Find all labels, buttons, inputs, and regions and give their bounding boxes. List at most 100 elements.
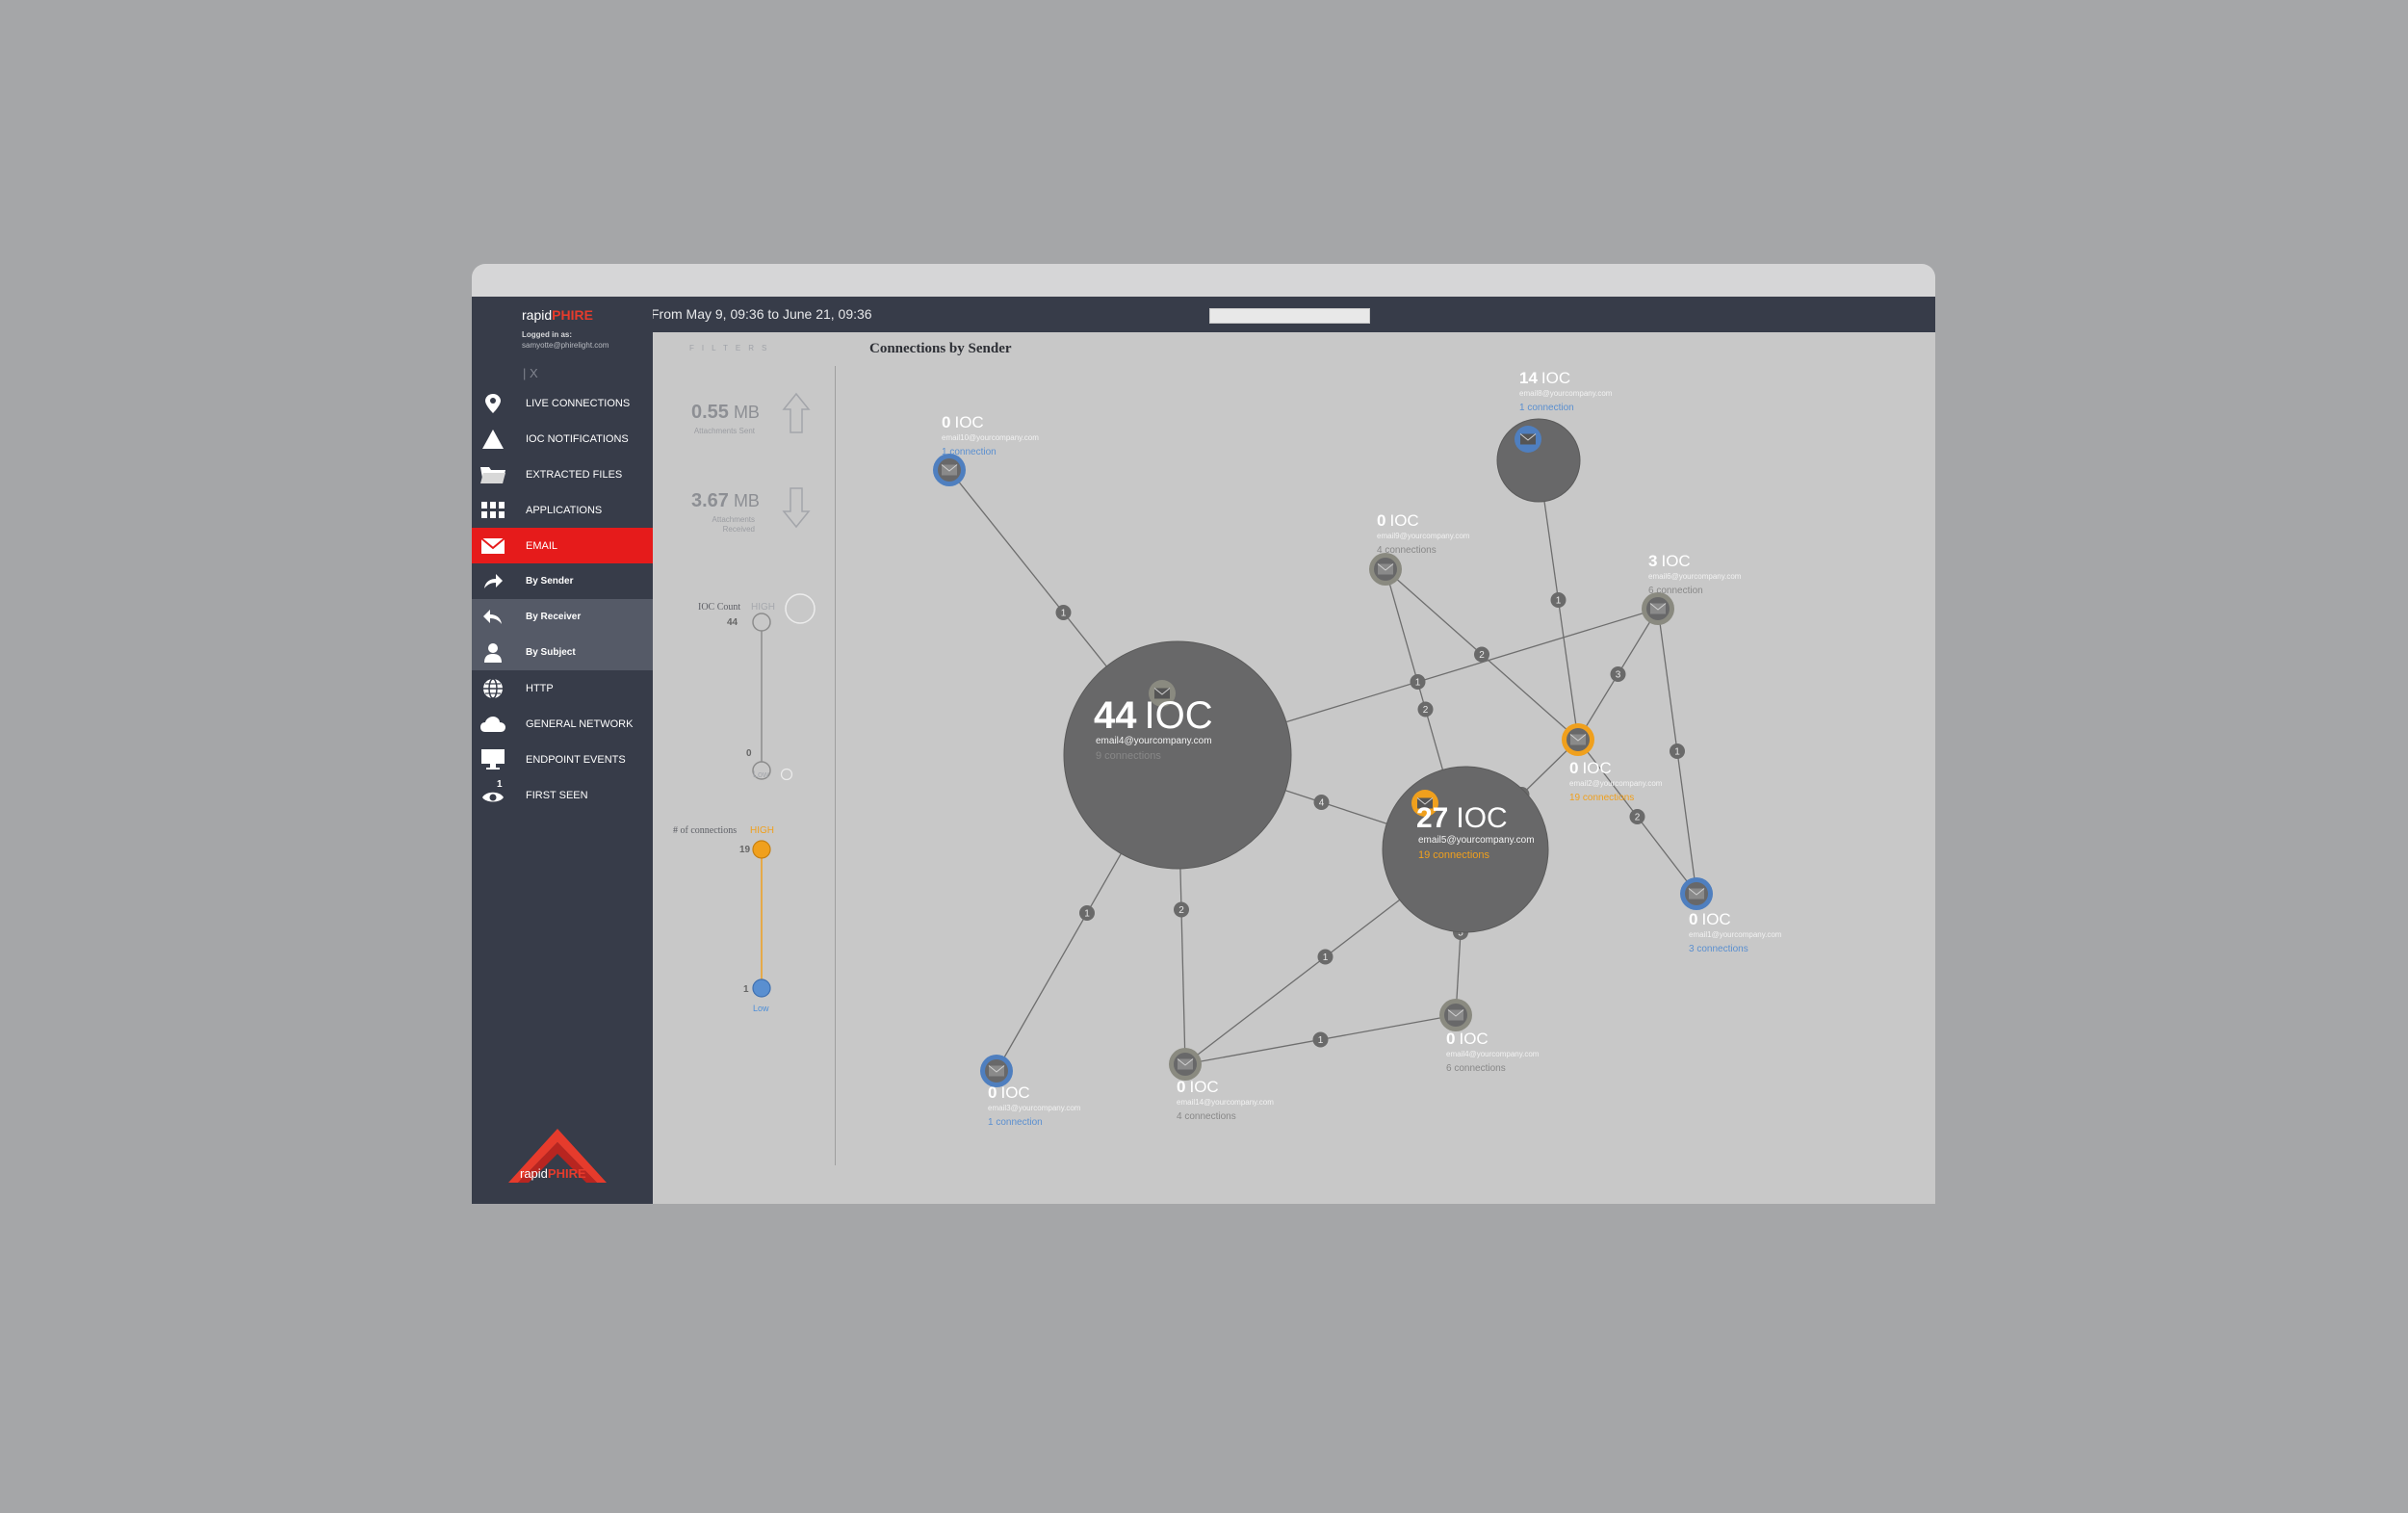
envelope-icon xyxy=(941,464,958,476)
ioc-max-value: 44 xyxy=(727,617,738,628)
edge-count-badge[interactable]: 2 xyxy=(1417,701,1434,717)
node-n14[interactable]: 0 IOC email14@yourcompany.com 4 connections xyxy=(1169,1048,1274,1122)
node-n4b[interactable]: 0 IOC email4@yourcompany.com 6 connections xyxy=(1439,999,1540,1074)
date-range[interactable]: From May 9, 09:36 to June 21, 09:36 xyxy=(651,306,872,322)
sidebar-item-by-receiver[interactable]: By Receiver xyxy=(472,599,653,635)
download-arrow-icon xyxy=(782,487,811,529)
filters-title: FILTERS xyxy=(689,344,775,352)
edge-count-label: 2 xyxy=(1178,905,1184,916)
ioc-count-value: 0 xyxy=(988,1083,997,1102)
edge-count-label: 1 xyxy=(1415,678,1421,689)
edge-count-badge[interactable]: 2 xyxy=(1474,646,1489,663)
edge-count-badge[interactable]: 2 xyxy=(1629,809,1645,824)
envelope-body xyxy=(1650,603,1666,614)
node-email: email4@yourcompany.com xyxy=(1096,736,1212,746)
edge-count-badge[interactable]: 1 xyxy=(1312,1031,1329,1048)
ioc-high-toggle[interactable] xyxy=(784,592,816,625)
sidebar-item-live-connections[interactable]: LIVE CONNECTIONS xyxy=(472,385,653,421)
ioc-suffix: IOC xyxy=(1456,802,1507,834)
filters-panel: FILTERS 0.55 MB Attachments Sent 3.67 MB A… xyxy=(653,332,836,1204)
edge-count-badge[interactable]: 1 xyxy=(1055,605,1072,620)
sidebar-item-label: By Sender xyxy=(526,576,574,587)
envelope-body xyxy=(1689,888,1704,900)
edge-badge-circle xyxy=(1417,701,1434,717)
node-n10[interactable]: 0 IOC email10@yourcompany.com 1 connection xyxy=(933,413,1039,486)
sidebar-item-first-seen[interactable]: 1 FIRST SEEN xyxy=(472,777,653,813)
envelope-flap xyxy=(988,1065,1005,1073)
connections-max-value: 19 xyxy=(739,845,751,855)
node-bubble xyxy=(1063,640,1292,870)
node-n3[interactable]: 0 IOC email3@yourcompany.com 1 connection xyxy=(980,1055,1081,1128)
envelope-icon xyxy=(988,1065,1005,1077)
sidebar-item-ioc-notifications[interactable]: IOC NOTIFICATIONS xyxy=(472,421,653,457)
node-n1[interactable]: 0 IOC email1@yourcompany.com 3 connections xyxy=(1680,877,1782,954)
edge-count-badge[interactable]: 1 xyxy=(1317,949,1333,965)
node-ioc-count: 0 IOC xyxy=(942,413,984,431)
envelope-body xyxy=(1154,688,1170,699)
sidebar-item-extracted-files[interactable]: EXTRACTED FILES xyxy=(472,457,653,492)
ioc-low-toggle[interactable] xyxy=(780,768,793,781)
edge-count-badge[interactable]: 4 xyxy=(1313,795,1330,810)
node-email: email9@yourcompany.com xyxy=(1377,532,1470,540)
edge-count-label: 1 xyxy=(1084,909,1090,920)
ioc-low-label: Low xyxy=(753,770,769,779)
envelope-icon xyxy=(1569,734,1587,745)
attachments-sent-value: 0.55 MB xyxy=(691,402,760,424)
connections-low-label: Low xyxy=(753,1004,769,1013)
envelope-flap xyxy=(941,464,958,472)
edge-badge-circle xyxy=(1474,646,1489,663)
envelope-flap xyxy=(1569,734,1587,742)
sidebar-item-general-network[interactable]: GENERAL NETWORK xyxy=(472,706,653,742)
envelope-flap xyxy=(1416,797,1434,805)
node-connections: 1 connection xyxy=(988,1117,1043,1128)
ioc-count-slider[interactable] xyxy=(751,612,772,785)
sidebar-item-by-subject[interactable]: By Subject xyxy=(472,635,653,670)
edge-count-badge[interactable]: 1 xyxy=(1079,905,1095,921)
ioc-suffix: IOC xyxy=(1389,511,1418,530)
brand-logo: rapidPHIRE xyxy=(522,307,593,323)
ioc-count-value: 0 xyxy=(1569,759,1578,777)
grid-icon xyxy=(479,499,506,522)
node-n6[interactable]: 3 IOC email6@yourcompany.com 6 connection xyxy=(1642,552,1742,625)
eye-icon xyxy=(479,784,506,807)
sidebar-item-label: APPLICATIONS xyxy=(526,504,603,516)
connections-slider[interactable] xyxy=(751,839,772,1006)
node-connections: 1 connection xyxy=(1519,403,1574,413)
edge-count-badge[interactable]: 1 xyxy=(1670,743,1685,759)
connections-label: # of connections xyxy=(673,825,738,836)
upload-arrow-icon xyxy=(782,392,811,433)
node-n2[interactable]: 0 IOC email2@yourcompany.com 19 connections xyxy=(1562,723,1663,803)
node-connections: 6 connection xyxy=(1648,586,1703,596)
node-n8[interactable]: 14 IOC email8@yourcompany.com 1 connection xyxy=(1496,369,1613,503)
received-unit: MB xyxy=(733,491,760,510)
edge-count-label: 1 xyxy=(1556,596,1562,607)
node-ioc-count: 0 IOC xyxy=(1177,1078,1219,1096)
edge-count-badge[interactable]: 2 xyxy=(1174,901,1189,918)
envelope-flap xyxy=(1688,888,1705,896)
node-n9[interactable]: 0 IOC email9@yourcompany.com 4 connections xyxy=(1369,511,1470,586)
sidebar-item-email[interactable]: EMAIL xyxy=(472,528,653,563)
search-input[interactable] xyxy=(1209,308,1370,324)
edge-badge-circle xyxy=(1550,592,1566,608)
edge-count-badge[interactable]: 1 xyxy=(1410,674,1426,690)
edge-count-badge[interactable]: 1 xyxy=(1550,592,1566,608)
node-ioc-count: 0 IOC xyxy=(1689,910,1731,928)
sidebar-item-by-sender[interactable]: By Sender xyxy=(472,563,653,599)
sidebar-item-endpoint-events[interactable]: ENDPOINT EVENTS xyxy=(472,742,653,777)
node-connections: 9 connections xyxy=(1096,750,1161,762)
connections-high-label: HIGH xyxy=(750,825,774,836)
collapse-button[interactable]: | X xyxy=(523,366,538,380)
bottom-brand-rapid: rapid xyxy=(520,1166,548,1181)
edge-badge-circle xyxy=(1610,666,1626,682)
edge-count-badge[interactable]: 3 xyxy=(1610,666,1626,682)
sidebar-item-applications[interactable]: APPLICATIONS xyxy=(472,492,653,528)
node-ioc-count: 3 IOC xyxy=(1648,552,1691,570)
edge-badge-circle xyxy=(1079,905,1095,921)
graph-title: Connections by Sender xyxy=(869,341,1012,356)
envelope-flap xyxy=(1153,688,1171,695)
sidebar-item-label: HTTP xyxy=(526,682,554,694)
sidebar-item-http[interactable]: HTTP xyxy=(472,670,653,706)
globe-icon xyxy=(479,677,506,700)
